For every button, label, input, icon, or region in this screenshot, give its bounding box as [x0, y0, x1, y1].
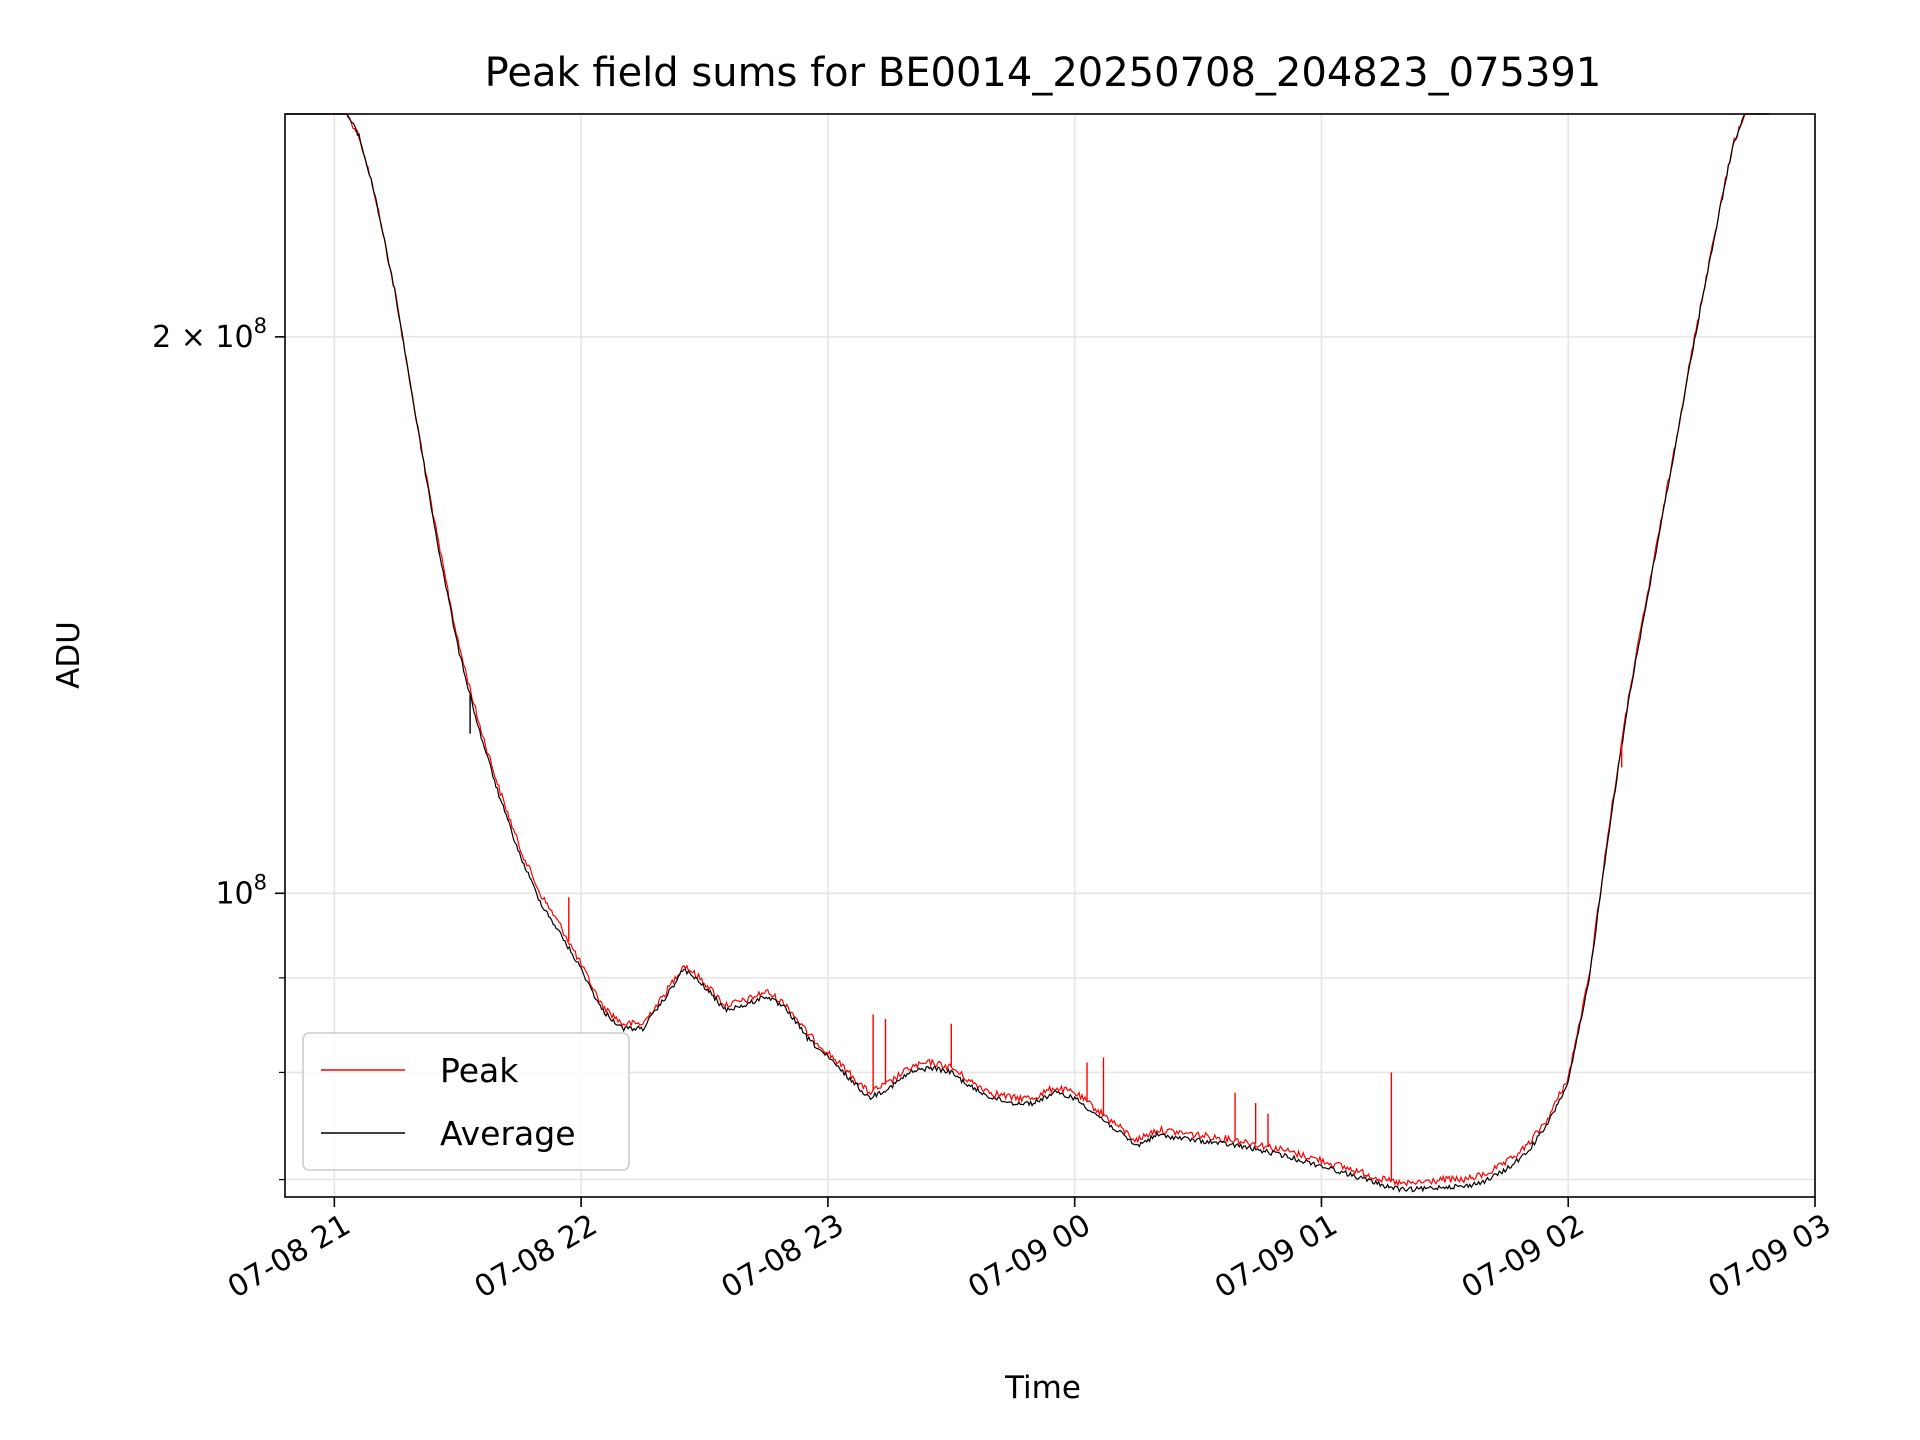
legend-box — [302, 1032, 630, 1171]
x-axis: 07-08 21 07-08 22 07-08 23 07-09 00 07-09 01… — [222, 1197, 1837, 1305]
x-tick-label: 07-08 21 — [222, 1208, 356, 1306]
x-tick-label: 07-09 03 — [1703, 1208, 1837, 1306]
x-tick-label: 07-09 02 — [1456, 1208, 1590, 1306]
legend: Peak Average — [302, 1032, 630, 1171]
chart-title: Peak field sums for BE0014_20250708_2048… — [485, 50, 1602, 96]
x-axis-label: Time — [1004, 1370, 1081, 1406]
x-tick-label: 07-09 01 — [1209, 1208, 1343, 1306]
series-lines — [285, 113, 1770, 1193]
x-tick-label: 07-08 22 — [469, 1208, 603, 1306]
y-tick-label: 108 — [215, 870, 267, 911]
plot-frame — [284, 113, 1816, 1198]
series-line-peak — [285, 113, 1770, 1188]
series-line-average — [285, 113, 1770, 1193]
legend-label-peak: Peak — [440, 1051, 519, 1090]
legend-label-average: Average — [440, 1114, 576, 1153]
x-tick-label: 07-09 00 — [962, 1208, 1096, 1306]
y-axis-label: ADU — [51, 621, 87, 689]
y-axis: 2 × 108 108 — [152, 314, 285, 1181]
y-tick-label: 2 × 108 — [152, 314, 267, 355]
x-tick-label: 07-08 23 — [716, 1208, 850, 1306]
